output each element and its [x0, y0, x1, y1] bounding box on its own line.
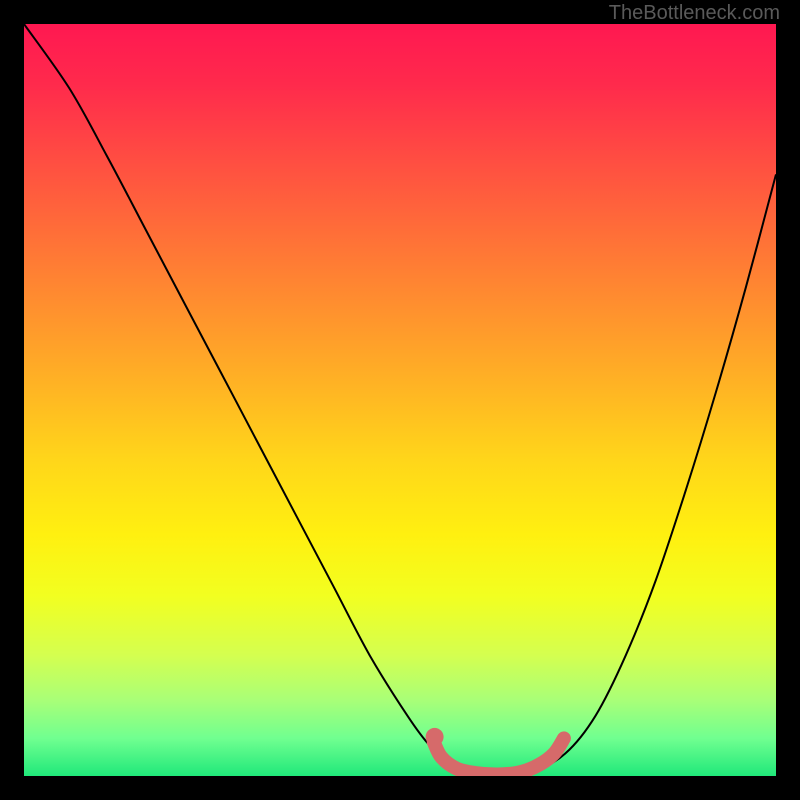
watermark-text: TheBottleneck.com: [609, 2, 780, 25]
marker-dot: [426, 728, 444, 746]
marker-highlight: [434, 738, 564, 774]
chart-marker: [24, 24, 776, 776]
chart-plot-area: [24, 24, 776, 776]
